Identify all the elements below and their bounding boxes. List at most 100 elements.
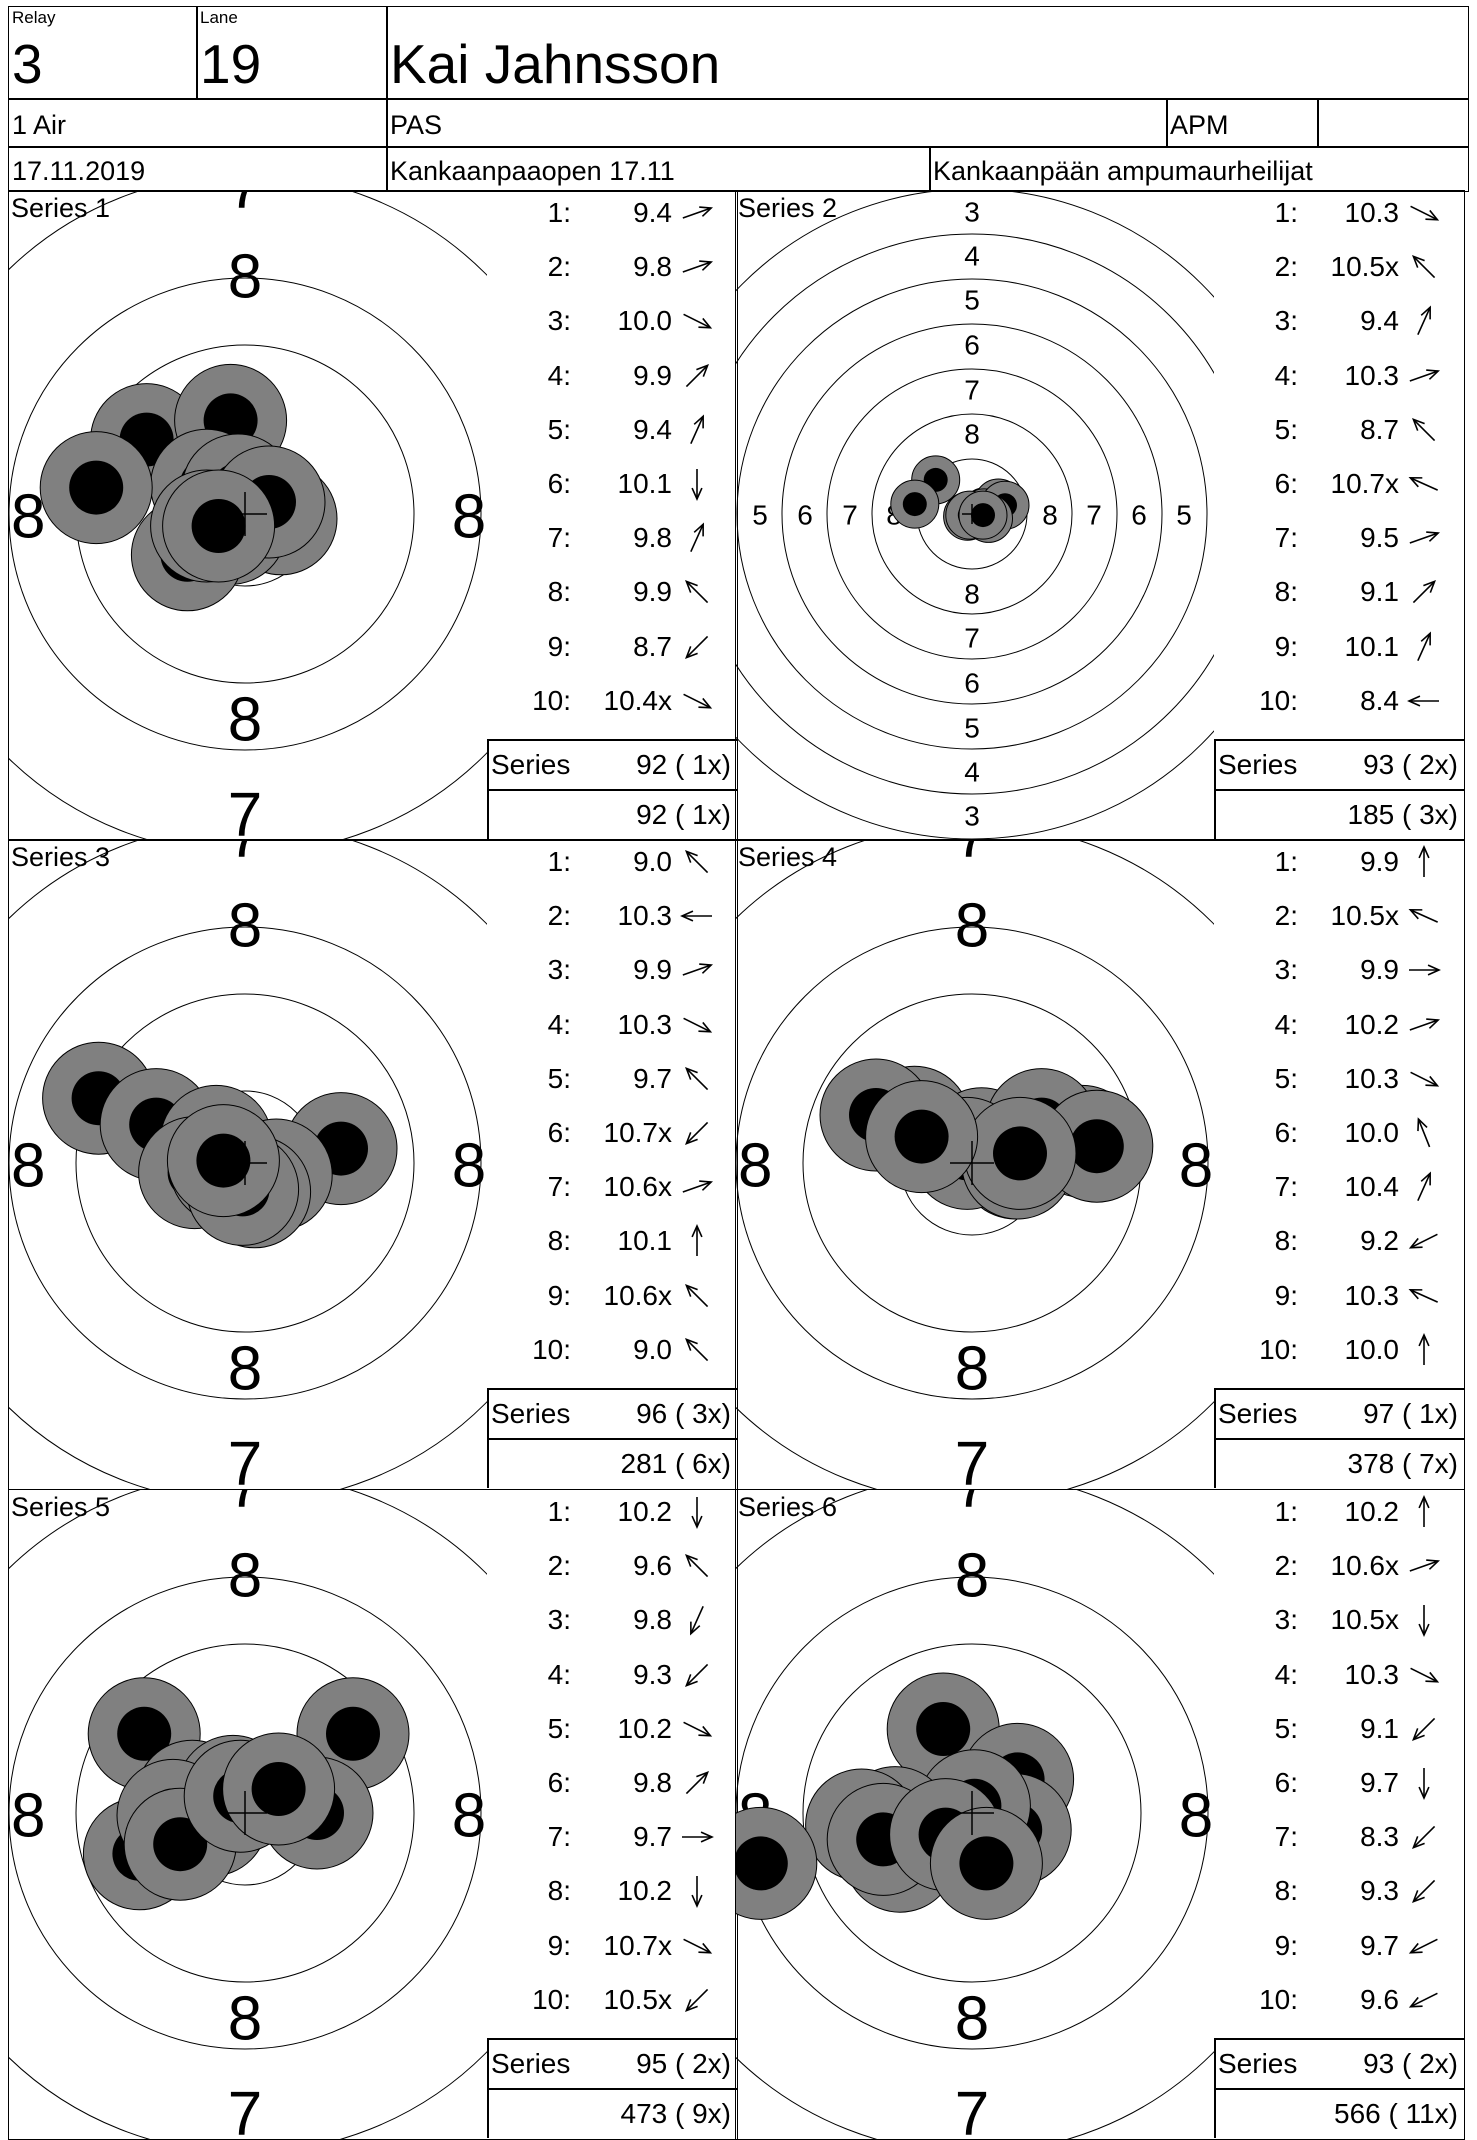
shot-score: 10.7x	[603, 1117, 673, 1148]
shot-number: 7:	[547, 522, 571, 554]
shot-number: 9:	[547, 1929, 571, 1961]
lane-label: Lane	[200, 8, 238, 27]
shot-score: 9.8	[633, 251, 672, 283]
shot-direction-arrow-icon	[1418, 1495, 1430, 1527]
target-face: 8 8 7 7 8 8	[9, 840, 487, 1489]
shot-score: 10.3	[1344, 1062, 1400, 1094]
ring-number: 7	[955, 840, 989, 870]
shot-number: 4:	[1274, 359, 1298, 391]
shot-score: 10.0	[1344, 1117, 1400, 1148]
shot-direction-arrow-icon	[685, 1121, 709, 1145]
shot-number: 6:	[547, 468, 571, 499]
shot-score: 9.9	[1360, 846, 1399, 877]
club-code-text: APM	[1170, 110, 1229, 140]
shot-score: 10.6x	[603, 1171, 673, 1203]
shot-hole	[890, 479, 940, 529]
ring-number: 8	[11, 1781, 45, 1850]
relay-cell	[8, 6, 198, 100]
ring-number: 7	[955, 1429, 989, 1489]
table-divider	[1214, 2088, 1464, 2090]
shot-number: 3:	[1274, 1604, 1298, 1636]
target-face: 888877776666555544443333	[736, 191, 1214, 840]
ring-number: 8	[228, 891, 262, 960]
series-total: 93 ( 2x)	[1363, 749, 1458, 780]
ring-number: 7	[228, 2079, 262, 2139]
series-panel: 888877776666555544443333Series 21:10.32:…	[735, 190, 1465, 841]
shot-direction-arrow-icon	[1409, 368, 1441, 382]
running-total: 378 ( 7x)	[1347, 1448, 1459, 1479]
date-text: 17.11.2019	[12, 156, 146, 186]
shot-number: 2:	[1274, 251, 1298, 283]
shot-hole	[958, 490, 1008, 540]
ring-number: 6	[964, 329, 980, 360]
ring-number: 8	[964, 418, 980, 449]
club-code-extra-cell	[1317, 98, 1469, 148]
shot-direction-arrow-icon	[1417, 305, 1431, 336]
shot-number: 9:	[1274, 1929, 1298, 1961]
table-divider	[1214, 789, 1464, 791]
table-divider	[1214, 1388, 1216, 1488]
target-face: 8 8 7 7 8 8	[736, 840, 1214, 1489]
shot-score: 8.7	[633, 630, 672, 662]
relay-number: 3	[12, 33, 43, 95]
shot-hole	[166, 1104, 280, 1218]
shot-number: 2:	[547, 251, 571, 283]
table-divider	[487, 2088, 737, 2090]
series-total-label: Series	[1218, 749, 1298, 780]
shot-score: 10.5x	[603, 1983, 673, 2015]
shot-score: 10.0	[617, 305, 673, 337]
ring-number: 7	[955, 1490, 989, 1520]
ring-number: 8	[228, 685, 262, 754]
shot-number: 8:	[547, 1875, 571, 1907]
shot-direction-arrow-icon	[690, 1606, 704, 1636]
series-panel: 8 8 7 7 8 8 Series 5 1: 10.2 2: 9.6 3: 9.8 4: 9.3 5: 10.…	[8, 1489, 738, 2140]
shot-score: 10.5x	[1330, 900, 1400, 932]
shot-score: 10.5x	[1330, 251, 1400, 283]
shot-direction-arrow-icon	[683, 1721, 713, 1737]
running-total: 92 ( 1x)	[636, 799, 731, 830]
shot-direction-arrow-icon	[685, 635, 709, 659]
shot-direction-arrow-icon	[685, 850, 709, 874]
shot-direction-arrow-icon	[685, 1554, 709, 1578]
shot-number: 4:	[547, 359, 571, 391]
shot-score: 10.3	[1344, 1658, 1400, 1690]
ring-number: 8	[955, 1984, 989, 2053]
shot-hole	[963, 1096, 1077, 1210]
table-divider	[487, 2038, 489, 2138]
ring-number: 8	[228, 1984, 262, 2053]
shot-direction-arrow-icon	[1417, 1117, 1431, 1148]
shot-direction-arrow-icon	[1409, 1017, 1441, 1031]
event-cell	[8, 98, 388, 148]
shot-score: 9.2	[1360, 1225, 1399, 1257]
shot-direction-arrow-icon	[1408, 477, 1439, 491]
shot-number: 3:	[1274, 305, 1298, 337]
competition-text: Kankaanpaaopen 17.11	[390, 156, 675, 186]
shot-number: 10:	[1259, 1983, 1298, 2015]
shot-number: 5:	[547, 1712, 571, 1744]
shot-hole	[39, 431, 153, 545]
shot-number: 3:	[1274, 954, 1298, 986]
shot-number: 4:	[1274, 1008, 1298, 1040]
shot-score: 9.1	[1360, 1712, 1399, 1744]
shot-direction-arrow-icon	[683, 1017, 713, 1033]
shot-number: 1:	[1274, 1496, 1298, 1527]
lane-cell	[196, 6, 388, 100]
shot-score: 10.2	[1344, 1496, 1400, 1527]
shot-number: 5:	[547, 1062, 571, 1094]
shot-score: 10.6x	[1330, 1550, 1400, 1582]
ring-number: 7	[964, 374, 980, 405]
ring-number: 6	[964, 667, 980, 698]
shot-score: 9.4	[633, 197, 672, 228]
shot-direction-arrow-icon	[1408, 1233, 1438, 1249]
series-total-label: Series	[491, 2048, 571, 2079]
running-total: 473 ( 9x)	[620, 2098, 732, 2129]
ring-number: 4	[964, 756, 980, 787]
shot-number: 6:	[1274, 468, 1298, 499]
shot-direction-arrow-icon	[1409, 964, 1441, 977]
table-divider	[1214, 2038, 1216, 2138]
shot-score: 10.2	[617, 1712, 673, 1744]
event-text: 1 Air	[12, 110, 67, 140]
series-total-label: Series	[1218, 1398, 1298, 1429]
ring-number: 7	[842, 499, 858, 530]
series-total-label: Series	[491, 749, 571, 780]
